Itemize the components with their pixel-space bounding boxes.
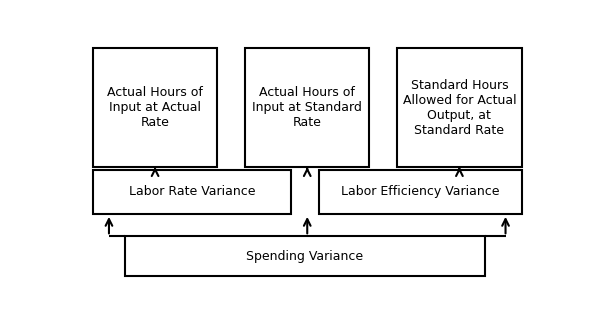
Text: Labor Rate Variance: Labor Rate Variance <box>129 185 255 198</box>
Bar <box>93 169 291 214</box>
Bar <box>319 169 522 214</box>
Text: Actual Hours of
Input at Actual
Rate: Actual Hours of Input at Actual Rate <box>107 86 203 129</box>
Text: Spending Variance: Spending Variance <box>246 249 364 263</box>
Text: Actual Hours of
Input at Standard
Rate: Actual Hours of Input at Standard Rate <box>252 86 362 129</box>
Bar <box>245 48 369 167</box>
Bar <box>397 48 522 167</box>
Text: Standard Hours
Allowed for Actual
Output, at
Standard Rate: Standard Hours Allowed for Actual Output… <box>403 79 516 137</box>
Text: Labor Efficiency Variance: Labor Efficiency Variance <box>341 185 499 198</box>
Bar <box>93 48 217 167</box>
Bar <box>125 236 485 276</box>
